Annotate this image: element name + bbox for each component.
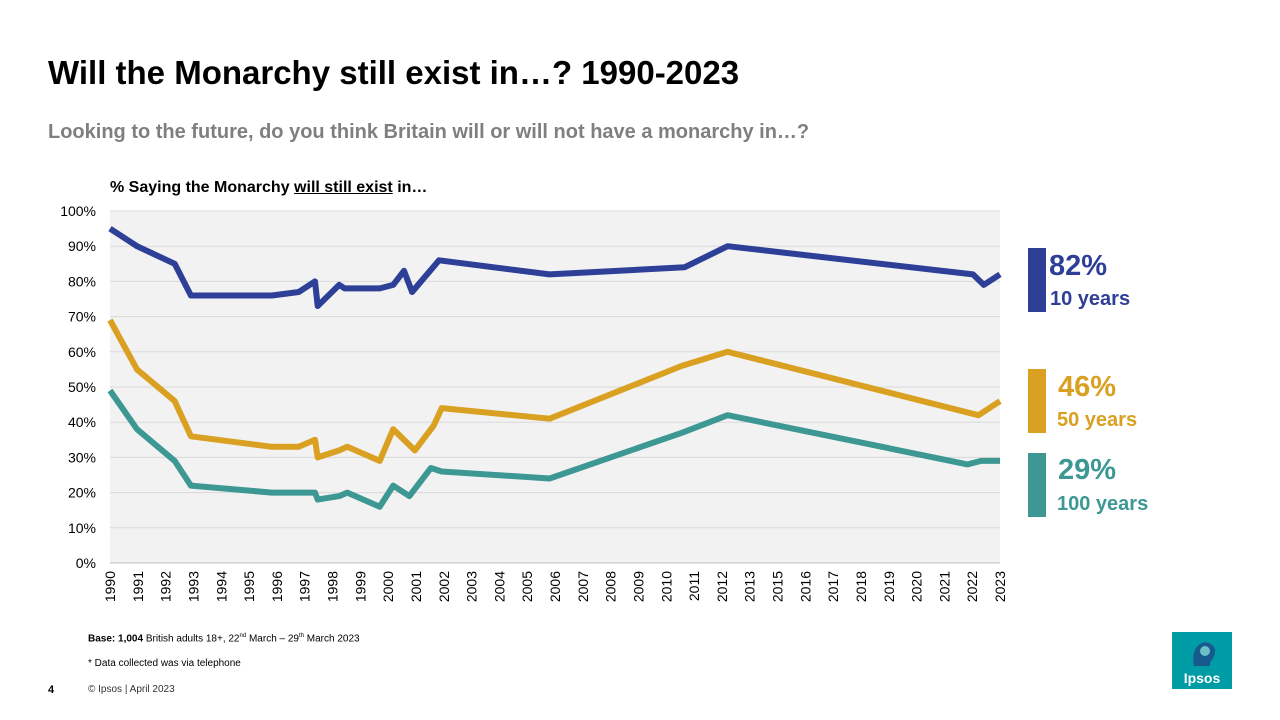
x-tick-label: 2000 — [380, 571, 396, 602]
x-tick-label: 2004 — [491, 571, 507, 602]
base-sup-th: th — [299, 633, 305, 639]
legend-bar-10-years — [1028, 248, 1046, 312]
x-tick-label: 2021 — [936, 571, 952, 602]
x-tick-label: 1996 — [269, 571, 285, 602]
page-number: 4 — [48, 684, 55, 696]
y-tick-label: 0% — [76, 555, 96, 571]
chart-label-prefix: % Saying the Monarchy — [110, 179, 295, 196]
x-tick-label: 2011 — [686, 571, 702, 601]
x-tick-label: 2017 — [825, 571, 841, 602]
y-tick-label: 80% — [68, 273, 96, 289]
base-text-2: March – 29 — [246, 633, 299, 645]
y-tick-label: 30% — [68, 449, 96, 465]
x-tick-label: 2020 — [909, 571, 925, 602]
y-tick-label: 100% — [60, 203, 96, 219]
y-tick-label: 60% — [68, 344, 96, 360]
y-tick-label: 90% — [68, 238, 96, 254]
legend-bar-100-years — [1028, 453, 1046, 517]
copyright: © Ipsos | April 2023 — [88, 684, 175, 695]
x-tick-label: 2016 — [797, 571, 813, 602]
x-tick-label: 2007 — [575, 571, 591, 602]
x-tick-label: 2009 — [630, 571, 646, 602]
x-tick-label: 2012 — [714, 571, 730, 602]
base-note: Base: 1,004 British adults 18+, 22nd Mar… — [88, 633, 360, 644]
x-tick-label: 1993 — [185, 571, 201, 602]
x-tick-label: 2023 — [992, 571, 1008, 602]
series-line-50-years — [107, 318, 1002, 464]
x-tick-label: 2003 — [464, 571, 480, 602]
slide-subtitle: Looking to the future, do you think Brit… — [48, 121, 810, 143]
y-tick-label: 40% — [68, 414, 96, 430]
x-tick-label: 1991 — [130, 571, 146, 602]
x-tick-label: 1995 — [241, 571, 257, 602]
legend-value-10-years: 82% — [1049, 250, 1108, 282]
x-tick-label: 1997 — [297, 571, 313, 602]
legend-label-50-years: 50 years — [1057, 409, 1138, 431]
chart-label: % Saying the Monarchy will still exist i… — [110, 179, 427, 197]
x-tick-label: 2002 — [436, 571, 452, 602]
x-tick-label: 2018 — [853, 571, 869, 602]
base-bold: Base: 1,004 — [88, 633, 144, 645]
y-tick-label: 70% — [68, 309, 96, 325]
ipsos-logo: Ipsos — [1172, 632, 1232, 689]
chart-label-underlined: will still exist — [294, 179, 393, 196]
logo-head-icon — [1193, 642, 1216, 666]
series-line-10-years — [108, 226, 1002, 309]
x-tick-label: 1992 — [158, 571, 174, 602]
x-tick-label: 2010 — [658, 571, 674, 602]
x-tick-label: 2006 — [547, 571, 563, 602]
logo-text: Ipsos — [1183, 670, 1221, 686]
x-tick-label: 2022 — [964, 571, 980, 602]
x-tick-label: 2015 — [770, 571, 786, 602]
series-line-100-years — [107, 388, 1000, 510]
base-sup-nd: nd — [239, 633, 247, 639]
y-tick-label: 10% — [68, 520, 96, 536]
x-tick-label: 2005 — [519, 571, 535, 602]
x-tick-label: 1998 — [325, 571, 341, 602]
legend-label-100-years: 100 years — [1057, 493, 1149, 515]
base-text: British adults 18+, 22 — [143, 633, 240, 645]
legend-bar-50-years — [1028, 369, 1046, 433]
legend-value-100-years: 29% — [1058, 454, 1117, 486]
y-tick-label: 50% — [68, 379, 96, 395]
legend-value-50-years: 46% — [1058, 371, 1117, 403]
x-tick-label: 1999 — [352, 571, 368, 602]
legend-label-10-years: 10 years — [1050, 288, 1131, 310]
x-tick-label: 1990 — [102, 571, 118, 602]
x-tick-label: 1994 — [213, 571, 229, 602]
x-tick-label: 2013 — [742, 571, 758, 602]
x-tick-label: 2019 — [881, 571, 897, 602]
telephone-note: * Data collected was via telephone — [88, 658, 241, 669]
y-tick-label: 20% — [68, 485, 96, 501]
chart-label-suffix: in… — [392, 179, 428, 196]
x-tick-label: 2001 — [408, 571, 424, 602]
x-tick-label: 2008 — [603, 571, 619, 602]
base-text-3: March 2023 — [304, 633, 360, 645]
slide-title: Will the Monarchy still exist in…? 1990-… — [48, 54, 740, 91]
